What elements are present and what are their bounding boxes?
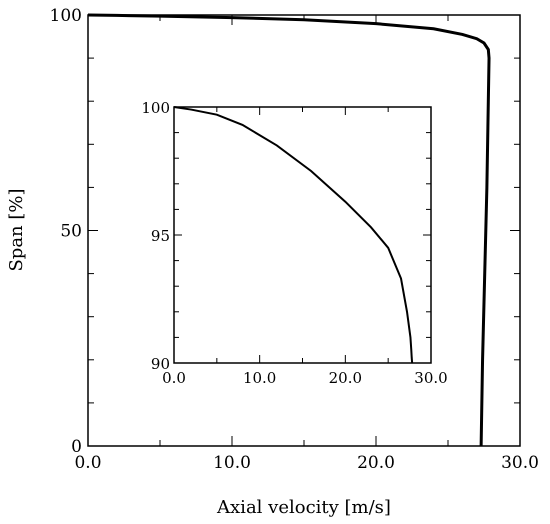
- y-tick-label: 95: [151, 227, 170, 245]
- x-tick-label: 0.0: [74, 453, 101, 473]
- inset-ticks: [173, 106, 432, 364]
- y-axis-label: Span [%]: [6, 188, 27, 271]
- x-tick-label: 20.0: [357, 453, 395, 473]
- y-tick-label: 100: [141, 99, 170, 117]
- x-tick-label: 10.0: [243, 369, 276, 387]
- y-tick-label: 100: [50, 6, 82, 26]
- inset-plot-frame: [173, 106, 432, 364]
- x-tick-label: 0.0: [162, 369, 186, 387]
- y-tick-label: 0: [71, 437, 82, 457]
- x-tick-label: 10.0: [213, 453, 251, 473]
- main-series-line: [87, 13, 491, 447]
- inset-tick-labels: 0.0 10.0 20.0 30.0 90 95 100: [141, 99, 447, 387]
- main-chart: 0.0 10.0 20.0 30.0 0 50 100 Axial velocity [m/…: [6, 6, 539, 518]
- main-tick-labels: 0.0 10.0 20.0 30.0 0 50 100: [50, 6, 539, 473]
- x-axis-label: Axial velocity [m/s]: [216, 497, 391, 518]
- y-tick-label: 90: [151, 355, 170, 373]
- y-tick-label: 50: [60, 222, 82, 242]
- x-tick-label: 30.0: [501, 453, 539, 473]
- inset-series-line: [173, 106, 414, 364]
- inset-chart: 0.0 10.0 20.0 30.0 90 95 100: [141, 99, 447, 387]
- x-tick-label: 20.0: [329, 369, 362, 387]
- x-tick-label: 30.0: [414, 369, 447, 387]
